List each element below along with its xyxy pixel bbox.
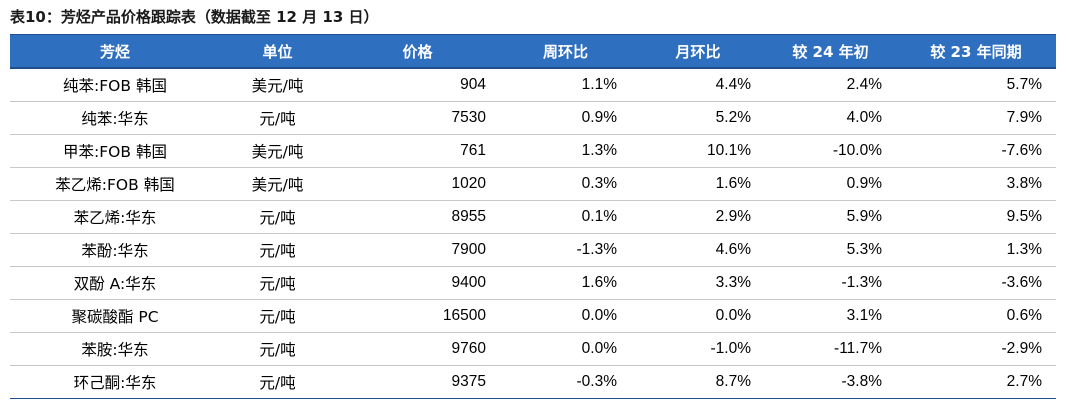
cell-product: 双酚 A:华东	[10, 266, 220, 300]
table-row: 双酚 A:华东 元/吨 9400 1.6% 3.3% -1.3% -3.6%	[10, 266, 1056, 300]
cell-product: 甲苯:FOB 韩国	[10, 134, 220, 168]
cell-unit: 美元/吨	[220, 68, 335, 102]
cell-week-change: 0.0%	[500, 299, 631, 333]
cell-week-change: 1.6%	[500, 266, 631, 300]
cell-unit: 元/吨	[220, 233, 335, 267]
cell-price: 761	[335, 134, 500, 168]
column-header-week-change: 周环比	[500, 34, 631, 69]
cell-product: 聚碳酸酯 PC	[10, 299, 220, 333]
cell-ytd-change: -3.8%	[765, 365, 896, 399]
cell-product: 苯酚:华东	[10, 233, 220, 267]
cell-price: 904	[335, 68, 500, 102]
table-body: 纯苯:FOB 韩国 美元/吨 904 1.1% 4.4% 2.4% 5.7% 纯苯:华东 元/吨…	[10, 68, 1056, 399]
column-header-price: 价格	[335, 34, 500, 69]
cell-yoy-change: 3.8%	[896, 167, 1056, 201]
table-row: 纯苯:FOB 韩国 美元/吨 904 1.1% 4.4% 2.4% 5.7%	[10, 68, 1056, 102]
cell-price: 16500	[335, 299, 500, 333]
cell-unit: 元/吨	[220, 200, 335, 234]
cell-price: 7900	[335, 233, 500, 267]
cell-month-change: 10.1%	[631, 134, 765, 168]
cell-ytd-change: -1.3%	[765, 266, 896, 300]
cell-ytd-change: 5.3%	[765, 233, 896, 267]
cell-month-change: 2.9%	[631, 200, 765, 234]
cell-product: 苯乙烯:华东	[10, 200, 220, 234]
cell-yoy-change: 7.9%	[896, 101, 1056, 135]
cell-unit: 美元/吨	[220, 134, 335, 168]
cell-week-change: 0.3%	[500, 167, 631, 201]
cell-month-change: 8.7%	[631, 365, 765, 399]
cell-yoy-change: -2.9%	[896, 332, 1056, 366]
cell-product: 纯苯:华东	[10, 101, 220, 135]
cell-ytd-change: 0.9%	[765, 167, 896, 201]
aromatics-price-table: 芳烃 单位 价格 周环比 月环比 较 24 年初 较 23 年同期 纯苯:FOB…	[10, 34, 1056, 399]
cell-week-change: 0.0%	[500, 332, 631, 366]
cell-month-change: 4.6%	[631, 233, 765, 267]
table-row: 纯苯:华东 元/吨 7530 0.9% 5.2% 4.0% 7.9%	[10, 101, 1056, 135]
cell-week-change: 1.3%	[500, 134, 631, 168]
table-row: 苯酚:华东 元/吨 7900 -1.3% 4.6% 5.3% 1.3%	[10, 233, 1056, 267]
cell-ytd-change: -11.7%	[765, 332, 896, 366]
cell-unit: 元/吨	[220, 266, 335, 300]
cell-price: 1020	[335, 167, 500, 201]
cell-unit: 美元/吨	[220, 167, 335, 201]
cell-month-change: 0.0%	[631, 299, 765, 333]
cell-unit: 元/吨	[220, 101, 335, 135]
column-header-ytd-change: 较 24 年初	[765, 34, 896, 69]
cell-unit: 元/吨	[220, 365, 335, 399]
cell-unit: 元/吨	[220, 332, 335, 366]
cell-product: 环己酮:华东	[10, 365, 220, 399]
cell-yoy-change: 2.7%	[896, 365, 1056, 399]
cell-product: 纯苯:FOB 韩国	[10, 68, 220, 102]
cell-yoy-change: -7.6%	[896, 134, 1056, 168]
cell-yoy-change: -3.6%	[896, 266, 1056, 300]
cell-month-change: 5.2%	[631, 101, 765, 135]
cell-ytd-change: 3.1%	[765, 299, 896, 333]
cell-month-change: 4.4%	[631, 68, 765, 102]
cell-ytd-change: 2.4%	[765, 68, 896, 102]
table-header-row: 芳烃 单位 价格 周环比 月环比 较 24 年初 较 23 年同期	[10, 34, 1056, 69]
table-row: 苯乙烯:FOB 韩国 美元/吨 1020 0.3% 1.6% 0.9% 3.8%	[10, 167, 1056, 201]
cell-week-change: 0.1%	[500, 200, 631, 234]
cell-product: 苯乙烯:FOB 韩国	[10, 167, 220, 201]
column-header-month-change: 月环比	[631, 34, 765, 69]
table-row: 苯乙烯:华东 元/吨 8955 0.1% 2.9% 5.9% 9.5%	[10, 200, 1056, 234]
cell-ytd-change: 5.9%	[765, 200, 896, 234]
cell-price: 9400	[335, 266, 500, 300]
cell-ytd-change: -10.0%	[765, 134, 896, 168]
column-header-yoy-change: 较 23 年同期	[896, 34, 1056, 69]
cell-yoy-change: 0.6%	[896, 299, 1056, 333]
table-row: 聚碳酸酯 PC 元/吨 16500 0.0% 0.0% 3.1% 0.6%	[10, 299, 1056, 333]
cell-week-change: 0.9%	[500, 101, 631, 135]
cell-month-change: 3.3%	[631, 266, 765, 300]
table-caption: 表10：芳烃产品价格跟踪表（数据截至 12 月 13 日）	[10, 8, 379, 26]
table-row: 甲苯:FOB 韩国 美元/吨 761 1.3% 10.1% -10.0% -7.6%	[10, 134, 1056, 168]
cell-yoy-change: 1.3%	[896, 233, 1056, 267]
cell-unit: 元/吨	[220, 299, 335, 333]
cell-week-change: -0.3%	[500, 365, 631, 399]
cell-week-change: -1.3%	[500, 233, 631, 267]
cell-month-change: 1.6%	[631, 167, 765, 201]
cell-price: 9375	[335, 365, 500, 399]
cell-yoy-change: 5.7%	[896, 68, 1056, 102]
cell-month-change: -1.0%	[631, 332, 765, 366]
cell-price: 9760	[335, 332, 500, 366]
cell-price: 8955	[335, 200, 500, 234]
table-row: 环己酮:华东 元/吨 9375 -0.3% 8.7% -3.8% 2.7%	[10, 365, 1056, 399]
cell-product: 苯胺:华东	[10, 332, 220, 366]
cell-ytd-change: 4.0%	[765, 101, 896, 135]
cell-week-change: 1.1%	[500, 68, 631, 102]
column-header-unit: 单位	[220, 34, 335, 69]
cell-yoy-change: 9.5%	[896, 200, 1056, 234]
cell-price: 7530	[335, 101, 500, 135]
column-header-product: 芳烃	[10, 34, 220, 69]
table-row: 苯胺:华东 元/吨 9760 0.0% -1.0% -11.7% -2.9%	[10, 332, 1056, 366]
